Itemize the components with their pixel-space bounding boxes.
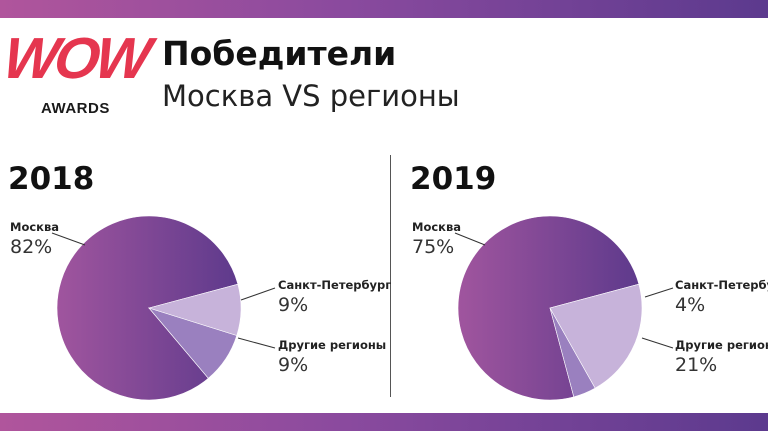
label-2019-other: Другие регионы (675, 338, 768, 352)
charts-divider (390, 155, 391, 397)
value-2019-spb: 4% (675, 294, 706, 316)
leader-lines (51, 232, 674, 349)
page-subtitle: Москва VS регионы (162, 79, 460, 113)
label-2018-moscow: Москва (10, 220, 60, 234)
leader-line-0 (51, 232, 86, 246)
value-2018-moscow: 82% (10, 236, 53, 258)
leader-line-1 (240, 287, 276, 301)
leader-line-4 (644, 287, 674, 298)
leader-line-3 (454, 232, 486, 246)
label-2018-other: Другие регионы (278, 338, 387, 352)
label-2019-spb: Санкт-Петербург (675, 278, 768, 292)
value-2018-other: 9% (278, 354, 309, 376)
leader-line-5 (641, 337, 674, 349)
logo-awards-text: AWARDS (41, 100, 110, 117)
label-2019-moscow: Москва (412, 220, 462, 234)
wow-awards-logo: WOW AWARDS (0, 26, 151, 120)
value-2019-other: 21% (675, 354, 718, 376)
value-2018-spb: 9% (278, 294, 309, 316)
chart-2019-title: 2019 (410, 161, 497, 197)
leader-line-2 (237, 337, 276, 349)
pie-2019 (457, 215, 643, 401)
chart-2018-title: 2018 (8, 161, 95, 197)
pie-2018 (56, 215, 242, 401)
label-2018-spb: Санкт-Петербург (278, 278, 392, 292)
top-gradient-band (0, 0, 768, 18)
bottom-gradient-band (0, 413, 768, 431)
pie-2018-slice-moscow (56, 215, 239, 401)
pie-2019-slice-other (549, 283, 643, 389)
page-title: Победители (162, 34, 397, 73)
value-2019-moscow: 75% (412, 236, 455, 258)
pie-2019-slice-moscow (457, 215, 640, 401)
pie-2018-slice-other (147, 283, 242, 336)
